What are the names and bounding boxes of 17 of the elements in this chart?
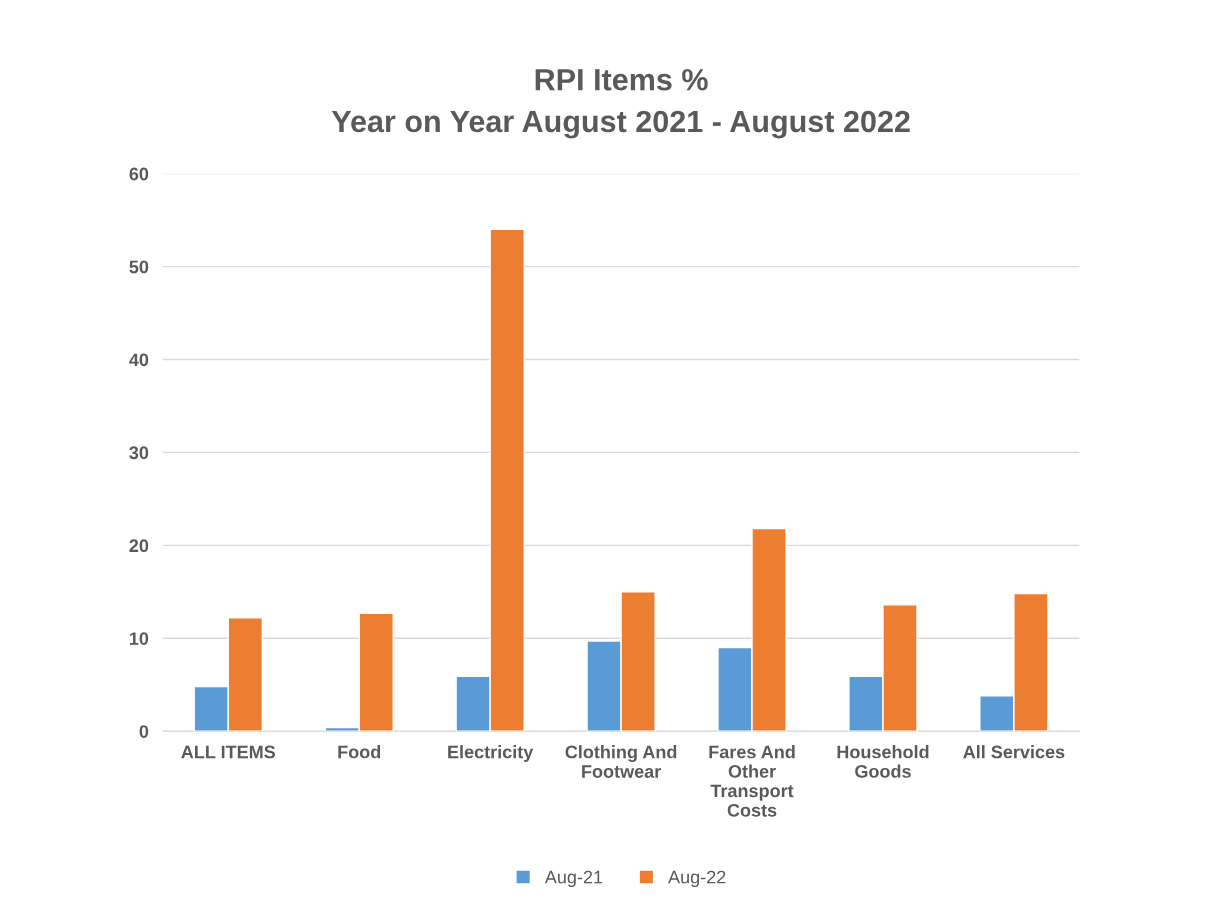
x-tick-label: ALL ITEMS: [181, 745, 276, 759]
y-tick-label: 30: [129, 446, 149, 460]
legend-label: Aug-21: [544, 870, 603, 888]
x-tick-label: All Services: [963, 745, 1065, 759]
y-tick-label: 10: [129, 632, 149, 645]
x-tick-label: Electricity: [448, 745, 534, 762]
y-tick-label: 0: [139, 725, 149, 738]
legend-label: Aug-22: [668, 870, 726, 888]
y-tick-label: 50: [129, 260, 149, 274]
chart-title: RPI Items % Year on Year August 2021 - August 2022: [331, 68, 910, 139]
x-tick-label: Clothing And Footwear: [565, 745, 677, 778]
y-tick-label: 40: [129, 353, 149, 367]
y-tick-label: 20: [129, 539, 149, 553]
x-tick-label: Household Goods: [837, 745, 929, 778]
x-tick-label: Fares And Other Transport Costs: [709, 745, 795, 817]
x-tick-label: Food: [338, 745, 381, 759]
y-tick-label: 60: [129, 167, 149, 181]
